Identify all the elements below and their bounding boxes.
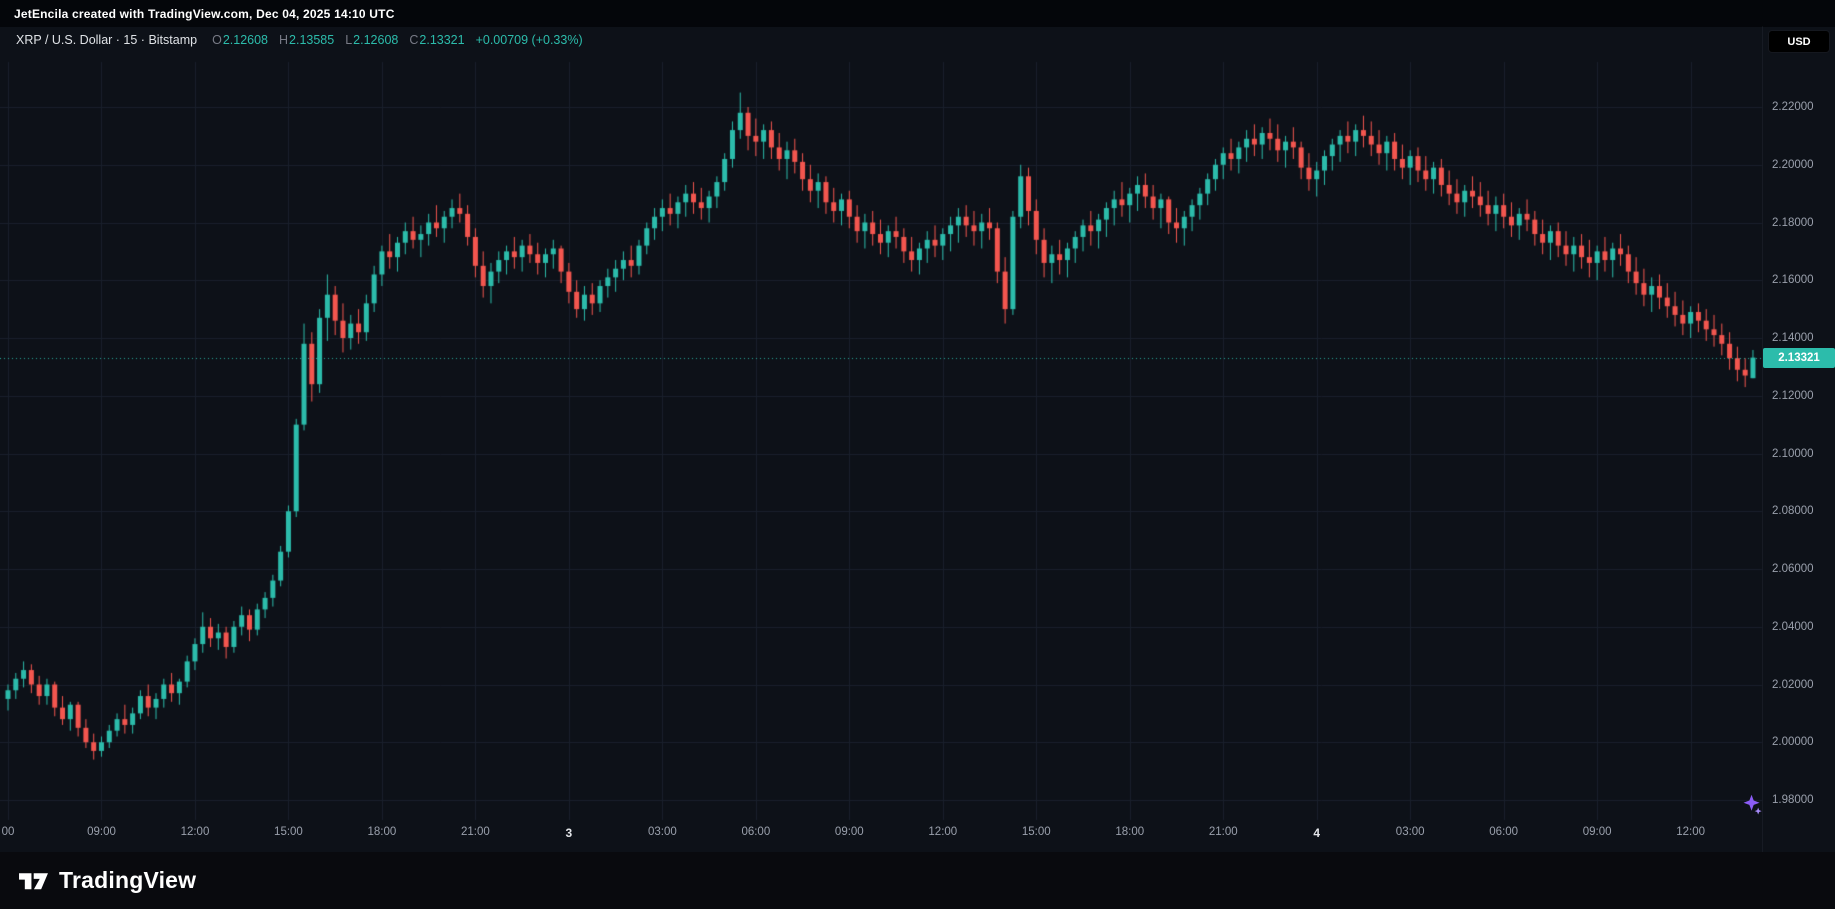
time-axis-label: 18:00 [367, 826, 397, 838]
ohlc-low: L2.12608 [345, 33, 399, 47]
price-axis-label: 2.00000 [1772, 736, 1814, 749]
time-axis-label: 09:00 [834, 826, 864, 838]
price-axis-label: 2.10000 [1772, 447, 1814, 460]
price-axis-label: 2.20000 [1772, 158, 1814, 171]
time-axis-label: 15:00 [274, 826, 303, 838]
time-axis-label: 15:00 [1021, 826, 1051, 838]
price-axis-label: 2.14000 [1772, 332, 1814, 344]
time-axis-label: 3 [565, 826, 573, 840]
time-axis-label: 21:00 [1208, 826, 1238, 838]
time-axis-label: 12:00 [180, 826, 210, 838]
price-axis-label: 2.06000 [1772, 563, 1814, 575]
price-axis-label: 1.98000 [1772, 794, 1814, 806]
attribution-text: JetEncila created with TradingView.com, … [14, 6, 395, 21]
ohlc-open: O2.12608 [212, 33, 268, 47]
price-axis-label: 2.18000 [1772, 216, 1814, 229]
sparkle-icon [1743, 794, 1762, 815]
time-axis-label: 4 [1313, 826, 1321, 840]
price-axis-divider [1762, 26, 1763, 852]
candlestick-canvas[interactable] [0, 26, 1835, 852]
symbol-info-bar: XRP / U.S. Dollar · 15 · Bitstamp O2.126… [16, 33, 583, 47]
price-axis-label: 2.22000 [1772, 101, 1814, 113]
footer-bar: TradingView [0, 852, 1835, 909]
time-axis-label: 12:00 [928, 826, 958, 838]
price-axis-label: 2.08000 [1772, 505, 1814, 518]
time-axis-label: 00 [1, 826, 15, 838]
time-axis-label: 03:00 [1395, 826, 1425, 838]
time-axis-label: 06:00 [741, 826, 771, 838]
price-axis-label: 2.16000 [1772, 274, 1814, 287]
time-axis-label: 03:00 [647, 826, 677, 838]
price-axis-label: 2.12000 [1772, 389, 1814, 402]
time-axis-label: 06:00 [1489, 826, 1519, 838]
tradingview-logo-link[interactable]: TradingView [18, 867, 196, 894]
ohlc-close: C2.13321 [409, 33, 465, 47]
currency-toggle-button[interactable]: USD [1768, 30, 1830, 53]
attribution-bar: JetEncila created with TradingView.com, … [0, 0, 1835, 27]
tradingview-logo-icon [19, 872, 48, 889]
time-axis-label: 12:00 [1676, 826, 1706, 838]
price-axis-label: 2.04000 [1772, 620, 1814, 633]
price-axis-label: 2.02000 [1772, 678, 1814, 691]
price-change: +0.00709 (+0.33%) [475, 33, 583, 47]
time-axis-label: 09:00 [87, 826, 116, 838]
time-axis-label: 09:00 [1582, 826, 1612, 838]
tradingview-wordmark: TradingView [59, 867, 197, 893]
symbol-title: XRP / U.S. Dollar · 15 · Bitstamp [16, 33, 198, 47]
last-price-label: 2.13321 [1763, 347, 1835, 368]
time-axis-label: 21:00 [461, 826, 490, 838]
time-axis-label: 18:00 [1115, 826, 1145, 838]
ohlc-high: H2.13585 [279, 33, 335, 47]
